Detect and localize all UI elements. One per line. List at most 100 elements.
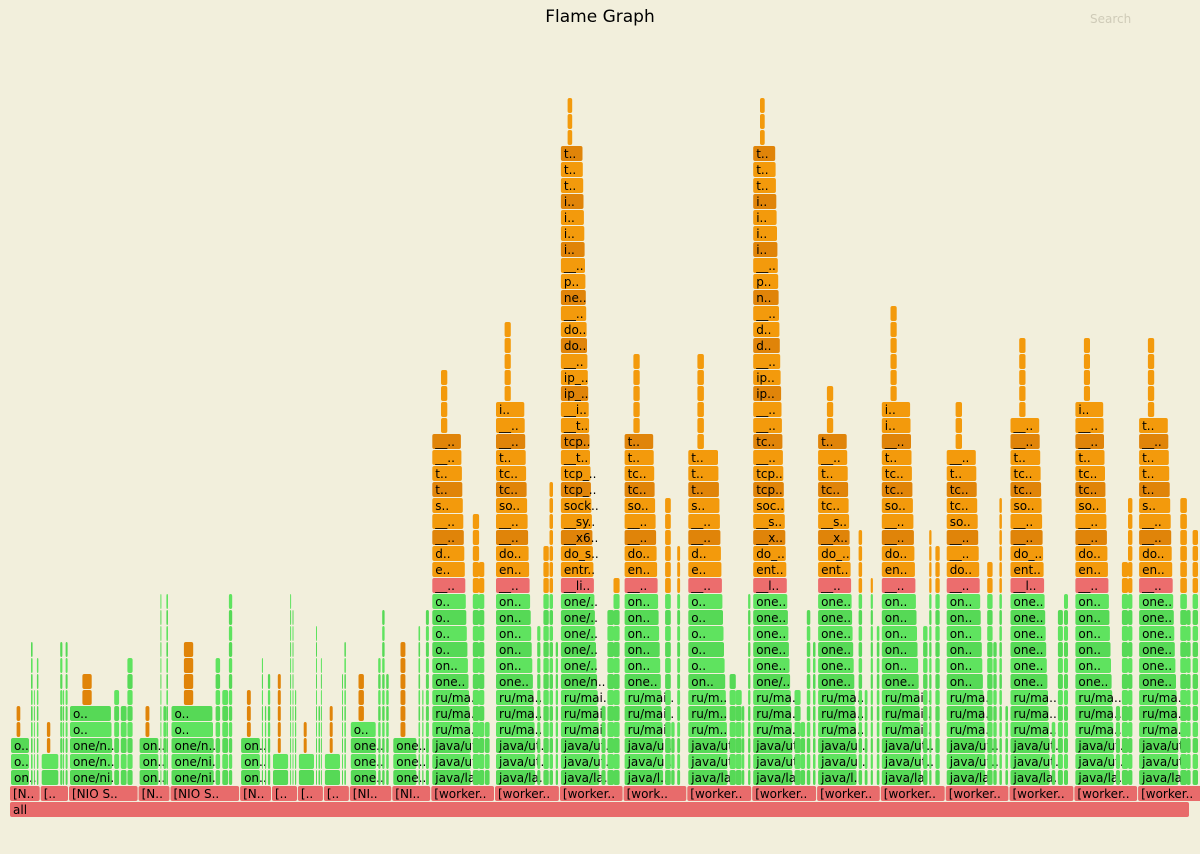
stack-frame[interactable] <box>1186 706 1191 721</box>
stack-frame[interactable] <box>818 674 855 689</box>
stack-frame[interactable] <box>665 674 671 689</box>
stack-frame[interactable] <box>601 706 606 721</box>
stack-frame[interactable] <box>1010 738 1050 753</box>
stack-frame[interactable] <box>929 530 932 545</box>
stack-frame[interactable] <box>127 738 133 753</box>
stack-frame[interactable] <box>818 514 850 529</box>
stack-frame[interactable] <box>344 738 346 753</box>
stack-frame[interactable] <box>320 770 322 785</box>
stack-frame[interactable] <box>607 754 614 769</box>
stack-frame[interactable] <box>1192 690 1198 705</box>
stack-frame[interactable] <box>987 770 993 785</box>
stack-frame[interactable] <box>876 722 880 737</box>
stack-frame[interactable] <box>1121 690 1129 705</box>
stack-frame[interactable] <box>1128 706 1133 721</box>
stack-frame[interactable] <box>441 402 448 417</box>
stack-frame[interactable] <box>273 770 289 785</box>
stack-frame[interactable] <box>555 738 558 753</box>
thread-frame[interactable] <box>945 786 1009 801</box>
stack-frame[interactable] <box>800 770 806 785</box>
stack-frame[interactable] <box>624 642 660 657</box>
stack-frame[interactable] <box>987 642 993 657</box>
stack-frame[interactable] <box>70 754 113 769</box>
stack-frame[interactable] <box>114 770 120 785</box>
stack-frame[interactable] <box>1057 738 1063 753</box>
stack-frame[interactable] <box>858 738 863 753</box>
stack-frame[interactable] <box>1075 482 1106 497</box>
stack-frame[interactable] <box>478 642 485 657</box>
stack-frame[interactable] <box>358 674 364 689</box>
stack-frame[interactable] <box>813 770 816 785</box>
stack-frame[interactable] <box>993 770 997 785</box>
stack-frame[interactable] <box>987 594 993 609</box>
stack-frame[interactable] <box>929 610 932 625</box>
stack-frame[interactable] <box>946 770 986 785</box>
stack-frame[interactable] <box>881 610 917 625</box>
stack-frame[interactable] <box>923 706 928 721</box>
stack-frame[interactable] <box>688 690 726 705</box>
stack-frame[interactable] <box>292 674 294 689</box>
stack-frame[interactable] <box>688 466 719 481</box>
stack-frame[interactable] <box>665 658 671 673</box>
stack-frame[interactable] <box>472 546 480 561</box>
stack-frame[interactable] <box>560 754 600 769</box>
stack-frame[interactable] <box>166 690 168 705</box>
stack-frame[interactable] <box>613 722 620 737</box>
stack-frame[interactable] <box>876 738 880 753</box>
stack-frame[interactable] <box>549 722 554 737</box>
stack-frame[interactable] <box>760 114 765 129</box>
stack-frame[interactable] <box>478 690 485 705</box>
stack-frame[interactable] <box>753 658 790 673</box>
stack-frame[interactable] <box>139 770 159 785</box>
stack-frame[interactable] <box>543 546 549 561</box>
stack-frame[interactable] <box>1192 738 1198 753</box>
stack-frame[interactable] <box>1075 738 1114 753</box>
stack-frame[interactable] <box>946 674 983 689</box>
stack-frame[interactable] <box>472 562 480 577</box>
thread-frame[interactable] <box>349 786 392 801</box>
stack-frame[interactable] <box>929 722 932 737</box>
stack-frame[interactable] <box>987 690 993 705</box>
stack-frame[interactable] <box>549 594 554 609</box>
stack-frame[interactable] <box>160 770 162 785</box>
stack-frame[interactable] <box>624 722 663 737</box>
stack-frame[interactable] <box>425 626 429 641</box>
stack-frame[interactable] <box>31 658 33 673</box>
stack-frame[interactable] <box>1121 642 1129 657</box>
stack-frame[interactable] <box>870 594 873 609</box>
stack-frame[interactable] <box>350 722 376 737</box>
stack-frame[interactable] <box>549 674 554 689</box>
stack-frame[interactable] <box>806 690 811 705</box>
stack-frame[interactable] <box>890 322 897 337</box>
stack-frame[interactable] <box>344 722 346 737</box>
stack-frame[interactable] <box>277 674 281 689</box>
stack-frame[interactable] <box>1075 706 1113 721</box>
stack-frame[interactable] <box>923 626 928 641</box>
stack-frame[interactable] <box>1139 642 1175 657</box>
stack-frame[interactable] <box>160 642 162 657</box>
stack-frame[interactable] <box>688 514 720 529</box>
stack-frame[interactable] <box>1115 706 1120 721</box>
stack-frame[interactable] <box>560 274 586 289</box>
stack-frame[interactable] <box>1075 578 1109 593</box>
stack-frame[interactable] <box>818 658 854 673</box>
stack-frame[interactable] <box>1051 770 1056 785</box>
stack-frame[interactable] <box>753 498 785 513</box>
stack-frame[interactable] <box>432 546 465 561</box>
stack-frame[interactable] <box>318 738 321 753</box>
stack-frame[interactable] <box>794 754 801 769</box>
stack-frame[interactable] <box>382 754 385 769</box>
stack-frame[interactable] <box>472 770 480 785</box>
stack-frame[interactable] <box>36 770 39 785</box>
stack-frame[interactable] <box>290 690 292 705</box>
thread-frame[interactable] <box>623 786 687 801</box>
stack-frame[interactable] <box>160 626 162 641</box>
stack-frame[interactable] <box>60 690 63 705</box>
stack-frame[interactable] <box>290 722 292 737</box>
stack-frame[interactable] <box>753 274 779 289</box>
stack-frame[interactable] <box>1010 466 1041 481</box>
stack-frame[interactable] <box>1180 562 1187 577</box>
stack-frame[interactable] <box>753 562 787 577</box>
stack-frame[interactable] <box>946 466 977 481</box>
stack-frame[interactable] <box>624 450 654 465</box>
